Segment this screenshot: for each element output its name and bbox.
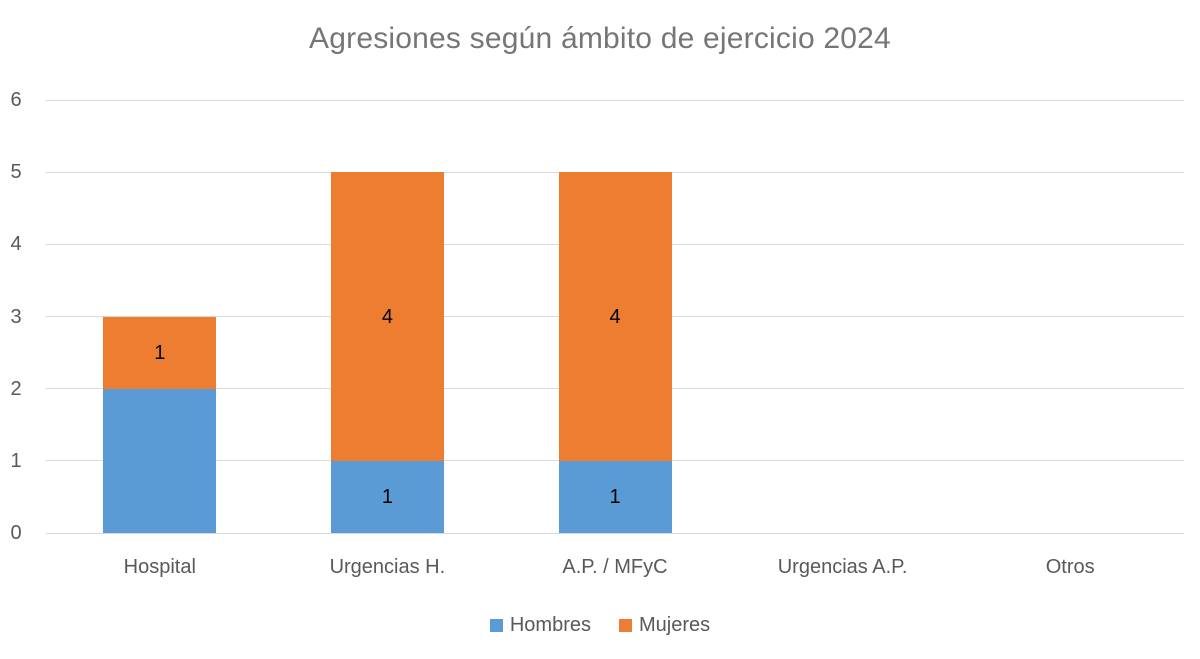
data-label: 1 xyxy=(609,485,621,508)
chart-title: Agresiones según ámbito de ejercicio 202… xyxy=(309,22,891,55)
x-axis-category-label: Urgencias A.P. xyxy=(777,556,908,578)
bar-segment-mujeres-2[interactable]: 4 xyxy=(330,172,444,461)
bar-segment-hombres-2[interactable]: 1 xyxy=(330,460,444,533)
x-axis-category-label: Otros xyxy=(1045,556,1095,578)
bar-segment-hombres-3[interactable]: 1 xyxy=(558,460,672,533)
y-axis-tick-label: 1 xyxy=(10,449,22,472)
y-axis-tick-label: 5 xyxy=(10,161,22,184)
bar-segment-mujeres-1[interactable]: 1 xyxy=(103,316,217,389)
plot-area: 1 1 4 1 4 xyxy=(46,99,1184,534)
gridline-y-0 xyxy=(46,532,1184,534)
data-label: 4 xyxy=(609,305,621,328)
legend-label: Mujeres xyxy=(639,614,711,636)
gridline-y-5 xyxy=(46,171,1184,173)
x-axis-category-label: Urgencias H. xyxy=(329,556,446,578)
legend-item-hombres[interactable]: Hombres xyxy=(489,614,591,637)
y-axis-tick-label: 4 xyxy=(10,233,22,256)
y-axis-tick-label: 2 xyxy=(10,377,22,400)
x-axis-category-label: A.P. / MFyC xyxy=(562,556,668,578)
bar-segment-hombres-1[interactable] xyxy=(103,388,217,533)
data-label: 4 xyxy=(381,305,393,328)
y-axis-tick-label: 6 xyxy=(10,89,22,111)
x-axis-category-label: Hospital xyxy=(123,556,196,578)
legend-swatch-icon xyxy=(489,619,503,632)
data-label: 1 xyxy=(154,341,166,364)
legend: Hombres Mujeres xyxy=(0,614,1200,637)
y-axis-tick-label: 0 xyxy=(10,522,22,544)
bar-segment-mujeres-3[interactable]: 4 xyxy=(558,172,672,461)
legend-label: Hombres xyxy=(509,614,591,636)
legend-item-mujeres[interactable]: Mujeres xyxy=(619,614,710,637)
gridline-y-6 xyxy=(46,99,1184,101)
y-axis-tick-label: 3 xyxy=(10,305,22,328)
legend-swatch-icon xyxy=(619,619,632,632)
data-label: 1 xyxy=(381,485,393,508)
